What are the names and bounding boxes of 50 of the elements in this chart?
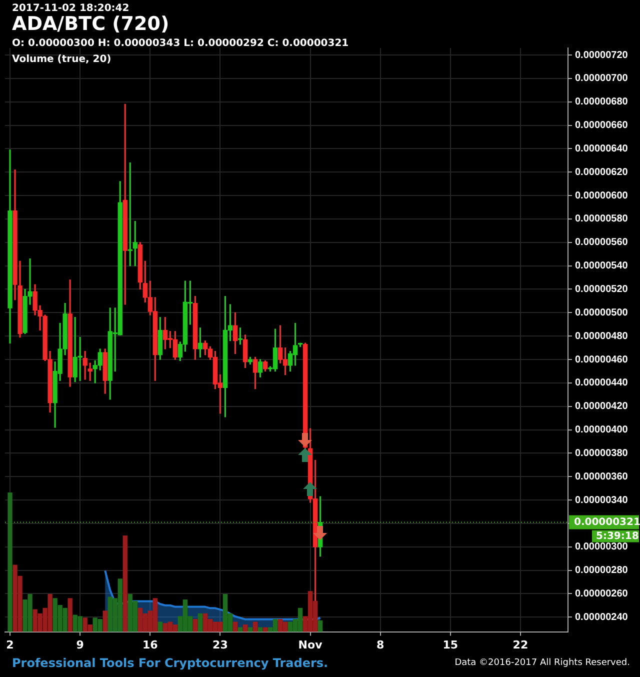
- bar: [252, 622, 258, 632]
- text: 5:39:18: [596, 530, 639, 542]
- bar: [198, 613, 203, 632]
- bar: [68, 598, 72, 632]
- x-tick-label: 8: [376, 638, 384, 652]
- bar: [232, 622, 238, 632]
- y-tick-label: 0.00000340: [575, 494, 628, 506]
- chart-title: ADA/BTC (720): [12, 13, 170, 35]
- bar: [242, 624, 248, 632]
- y-tick-label: 0.00000280: [575, 565, 628, 576]
- y-tick-label: 0.00000580: [575, 214, 628, 225]
- y-tick-label: 0.00000300: [575, 542, 628, 553]
- annotation: O: 0.00000300 H: 0.00000343 L: 0.00000292 C: 0.00000321: [12, 38, 349, 49]
- y-tick-label: 0.00000460: [575, 354, 628, 366]
- bar: [102, 610, 108, 632]
- y-tick-label: 0.00000620: [575, 166, 628, 178]
- y-tick-label: 0.00000260: [575, 588, 628, 600]
- x-tick-label: 16: [142, 638, 158, 652]
- y-tick-label: 0.00000380: [575, 448, 628, 459]
- y-tick-label: 0.00000680: [575, 96, 628, 108]
- y-tick-label: 0.00000500: [575, 307, 628, 318]
- x-tick-label: Nov: [298, 638, 324, 652]
- y-tick-label: 0.00000640: [575, 143, 628, 154]
- y-tick-label: 0.00000420: [575, 401, 628, 412]
- y-tick-label: 0.00000660: [575, 120, 628, 132]
- y-tick-label: 0.00000540: [575, 260, 628, 272]
- y-tick-label: 0.00000360: [575, 471, 628, 482]
- y-tick-label: 0.00000440: [575, 378, 628, 389]
- bar: [8, 492, 12, 632]
- y-tick-label: 0.00000560: [575, 237, 628, 248]
- y-tick-label: 0.00000700: [575, 73, 628, 84]
- y-tick-label: 0.00000720: [575, 50, 628, 61]
- x-tick-label: 15: [442, 638, 458, 652]
- y-tick-label: 0.00000520: [575, 284, 628, 295]
- bar: [122, 536, 128, 632]
- x-tick-label: 22: [512, 638, 528, 652]
- x-tick-label: 2: [6, 638, 14, 652]
- x-tick-label: 9: [76, 638, 84, 652]
- bar: [158, 622, 162, 632]
- bar: [318, 620, 323, 632]
- x-tick-label: 23: [212, 638, 228, 652]
- text: Professional Tools For Cryptocurrency Traders.: [12, 656, 328, 670]
- y-tick-label: 0.00000400: [575, 424, 628, 436]
- text: 2017-11-02 18:20:42: [12, 3, 130, 14]
- y-tick-label: 0.00000600: [575, 190, 628, 202]
- text: Volume (true, 20): [12, 54, 112, 65]
- text: Data ©2016-2017 All Rights Reserved.: [454, 658, 630, 668]
- y-tick-label: 0.00000240: [575, 612, 628, 623]
- bar: [192, 618, 198, 632]
- y-tick-label: 0.00000480: [575, 330, 628, 342]
